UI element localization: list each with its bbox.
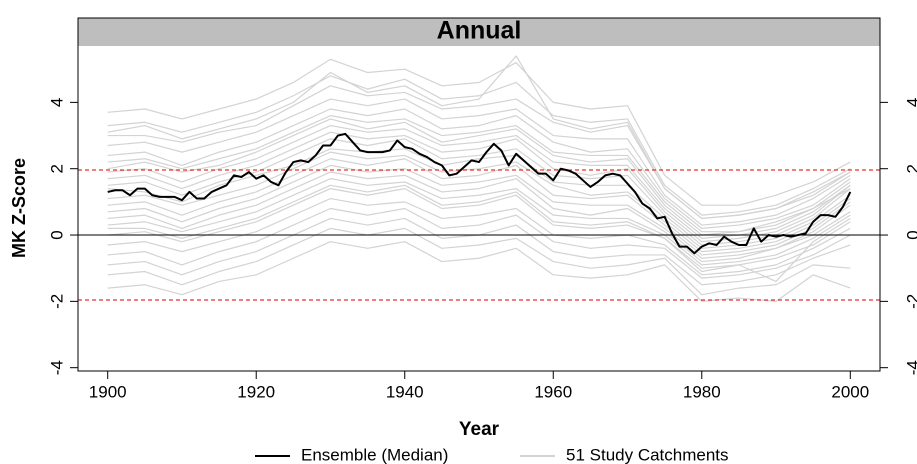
x-tick-label: 2000: [831, 382, 869, 401]
catchment-line: [107, 108, 851, 229]
x-axis-title: Year: [459, 419, 500, 440]
x-tick-label: 1940: [386, 382, 424, 401]
legend-label: Ensemble (Median): [301, 445, 448, 464]
y-tick-label: -4: [47, 360, 66, 375]
y-tick-label: 4: [47, 98, 66, 107]
catchment-line: [107, 138, 851, 246]
catchment-line: [107, 75, 851, 216]
x-tick-label: 1980: [683, 382, 721, 401]
catchment-line: [107, 178, 851, 266]
title-strip: [78, 18, 880, 46]
y2-tick-label: -2: [903, 294, 917, 309]
legend: Ensemble (Median) 51 Study Catchments: [255, 445, 729, 464]
catchment-line: [107, 164, 851, 259]
y-axis-title: MK Z-Score: [9, 158, 29, 258]
median-line: [107, 132, 852, 255]
reference-lines: [78, 169, 880, 301]
catchment-line: [107, 148, 851, 249]
catchment-line: [107, 207, 851, 279]
y-tick-label: 0: [47, 230, 66, 239]
axes: -4 -4 -2 -2 0 0 2 2 4 4 1900 1920 1940 1960 1980 2000: [47, 98, 917, 402]
legend-label: 51 Study Catchments: [566, 445, 729, 464]
catchment-line: [107, 124, 851, 239]
median-line: [107, 132, 852, 255]
catchment-line: [107, 58, 851, 206]
y2-tick-label: 2: [903, 164, 917, 173]
x-tick-label: 1900: [89, 382, 127, 401]
y2-tick-label: 4: [903, 98, 917, 107]
catchment-line: [107, 197, 851, 276]
catchment-line: [107, 188, 851, 269]
y2-tick-label: 0: [903, 230, 917, 239]
chart-title: Annual: [437, 17, 522, 45]
y-tick-label: -2: [47, 294, 66, 309]
x-tick-label: 1920: [237, 382, 275, 401]
catchment-line: [107, 115, 851, 233]
x-tick-label: 1960: [534, 382, 572, 401]
catchment-line: [107, 151, 851, 253]
plot-frame: [77, 17, 881, 372]
catchment-line: [107, 227, 851, 296]
y2-tick-label: -4: [903, 360, 917, 375]
catchment-lines: [107, 55, 851, 302]
catchment-line: [107, 241, 851, 302]
catchment-line: [107, 118, 851, 236]
catchment-line: [107, 55, 851, 220]
catchment-line: [107, 98, 851, 226]
catchment-line: [107, 171, 851, 263]
y-tick-label: 2: [47, 164, 66, 173]
catchment-line: [107, 184, 851, 283]
catchment-line: [107, 158, 851, 256]
